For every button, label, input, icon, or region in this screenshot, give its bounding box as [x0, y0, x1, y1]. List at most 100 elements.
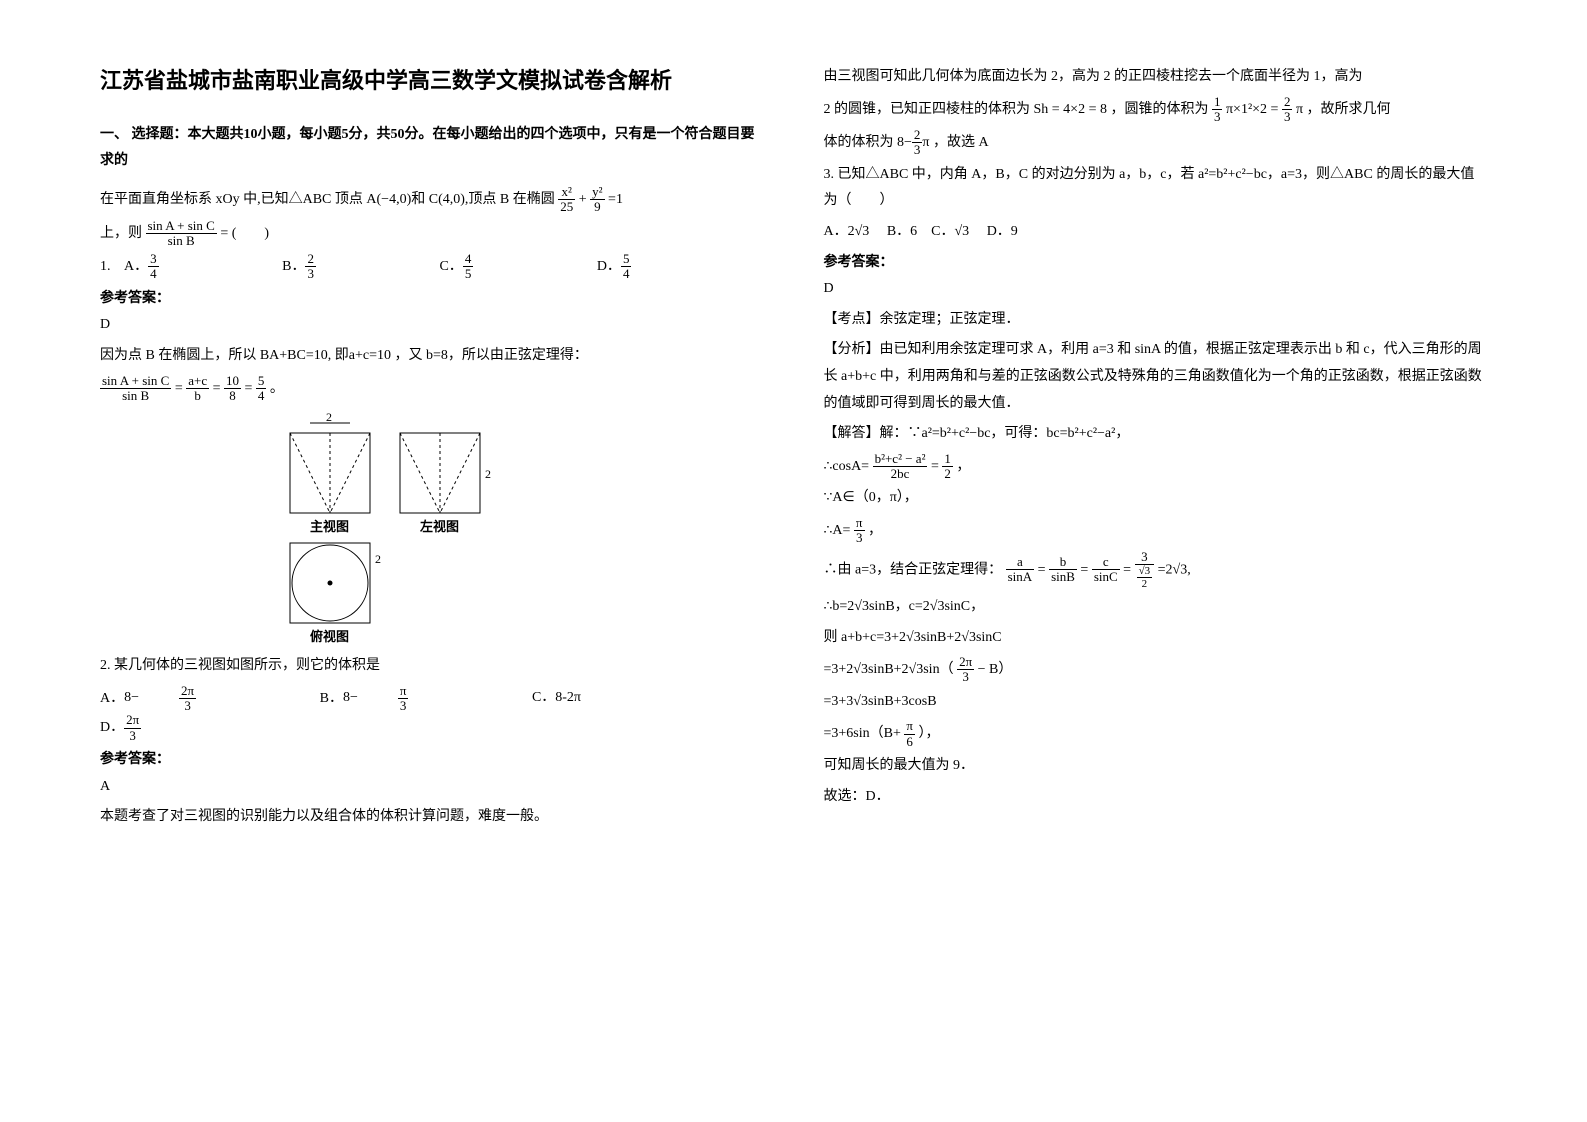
d: 3 [124, 729, 141, 743]
d: sinC [1092, 570, 1120, 584]
q3-line-s3: =3+3√3sinB+3cosB [824, 689, 1488, 716]
frac-den: 9 [590, 200, 604, 214]
q1-opt-c: C．45 [439, 252, 553, 282]
n: √3 [1137, 565, 1153, 578]
q3-Arange: ∵A∈（0，π）， [824, 485, 1488, 512]
n: b [1049, 555, 1077, 570]
n: 2π [957, 655, 974, 670]
frac-den: sin B [146, 234, 217, 248]
t: ， [956, 459, 970, 474]
n: 5 [621, 252, 632, 267]
q2-opt-d: D．2π3 [100, 713, 221, 743]
q3-line-sum: 则 a+b+c=3+2√3sinB+2√3sinC [824, 625, 1488, 652]
three-view-svg: 2 2 主视图 左视图 2 俯视图 [280, 413, 500, 643]
q1-answer-label: 参考答案： [100, 286, 764, 313]
n: 2 [305, 252, 316, 267]
text: 体的体积为 [824, 135, 894, 150]
t: A．2 [824, 224, 855, 239]
n: 10 [224, 374, 241, 389]
t: =3+6sin（B+ [824, 726, 901, 741]
d: 2bc [873, 467, 928, 481]
q1-stem-line2: 上，则 sin A + sin C sin B = ( ) [100, 219, 764, 249]
frac-num: x² [558, 185, 575, 200]
pre: 8− [124, 685, 139, 712]
q3-answer: D [824, 276, 1488, 303]
n: a [1006, 555, 1035, 570]
d: 2 [1137, 578, 1153, 590]
d: 3 [398, 699, 409, 713]
n: 1 [942, 452, 953, 467]
text: π [1296, 102, 1303, 117]
label-top-view: 俯视图 [310, 629, 349, 643]
q2-choices: A．8−2π3 B．8−π3 C．8-2π D．2π3 [100, 684, 764, 743]
d: b [186, 389, 209, 403]
q1-ellipse-frac1: x² 25 [558, 185, 575, 215]
q2-answer: A [100, 774, 764, 801]
q3-line-s2: =3+2√3sinB+2√3sin（ 2π3 − B） [824, 655, 1488, 685]
q1-answer: D [100, 312, 764, 339]
t: =3+2√3sinB+2√3sin（ [824, 662, 954, 677]
q1-ellipse-frac2: y² 9 [590, 185, 604, 215]
d: 4 [148, 267, 159, 281]
t: 3 [1141, 549, 1148, 564]
d: 6 [904, 735, 915, 749]
text: ，故所求几何 [1307, 102, 1391, 117]
text: ，故选 A [933, 135, 989, 150]
q2-answer-label: 参考答案： [100, 747, 764, 774]
eq: = [245, 381, 256, 396]
t: − B） [978, 662, 1013, 677]
eq: = [1123, 562, 1131, 577]
eq: = [175, 381, 186, 396]
plus: + [579, 192, 587, 207]
text: = ( ) [220, 226, 269, 241]
dim-label: 2 [485, 467, 491, 481]
d: 3 [854, 531, 865, 545]
text: 上，则 [100, 226, 142, 241]
pre: 8− [343, 685, 358, 712]
dim-label: 2 [326, 413, 332, 424]
d: 2 [942, 467, 953, 481]
t: C． [931, 224, 954, 239]
q1-opt-a: A．34 [124, 252, 239, 282]
d: 4 [256, 389, 267, 403]
q3-line-max: 可知周长的最大值为 9． [824, 753, 1488, 780]
d: 3 [305, 267, 316, 281]
n: 3 [148, 252, 159, 267]
t: ∴cosA= [824, 459, 870, 474]
d: 4 [621, 267, 632, 281]
q1-opt-d: D．54 [597, 252, 712, 282]
q3-line-bc: ∴b=2√3sinB，c=2√3sinC， [824, 594, 1488, 621]
q3-Aval: ∴A= π3 ， [824, 516, 1488, 546]
label-left-view: 左视图 [420, 519, 459, 534]
q2-expl: 本题考查了对三视图的识别能力以及组合体的体积计算问题，难度一般。 [100, 804, 764, 831]
q1-stem-pre: 在平面直角坐标系 xOy 中,已知△ABC 顶点 A(−4,0)和 C(4,0)… [100, 192, 555, 207]
q1-expl-line2: sin A + sin Csin B = a+cb = 108 = 54 。 [100, 374, 764, 404]
t: √3 [955, 224, 970, 239]
q2-opt-b: B．8−π3 [320, 684, 489, 714]
n: 2 [1282, 95, 1293, 110]
t: ∴由 a=3，结合正弦定理得： [824, 562, 1003, 577]
r-p2: 体的体积为 8−23π ，故选 A [824, 128, 1488, 158]
n: c [1092, 555, 1120, 570]
r-p1b: 2 的圆锥，已知正四棱柱的体积为 Sh = 4×2 = 8 ，圆锥的体积为 13… [824, 95, 1488, 125]
q2-stem: 2. 某几何体的三视图如图所示，则它的体积是 [100, 653, 764, 680]
text: π [922, 135, 929, 150]
n: 4 [463, 252, 474, 267]
d: 5 [463, 267, 474, 281]
q3-kd: 【考点】余弦定理；正弦定理． [824, 307, 1488, 334]
frac-den: 25 [558, 200, 575, 214]
q2-three-view-diagram: 2 2 主视图 左视图 2 俯视图 [280, 413, 764, 643]
n: π [904, 719, 915, 734]
n: 2π [179, 684, 196, 699]
q3-opt-d: D．9 [987, 224, 1018, 239]
frac-num: sin A + sin C [146, 219, 217, 234]
eq: = [213, 381, 224, 396]
q1-stem-line1: 在平面直角坐标系 xOy 中,已知△ABC 顶点 A(−4,0)和 C(4,0)… [100, 185, 764, 215]
eq: = [1080, 562, 1088, 577]
r-p1a: 由三视图可知此几何体为底面边长为 2，高为 2 的正四棱柱挖去一个底面半径为 1… [824, 64, 1488, 91]
q1-main-frac: sin A + sin C sin B [146, 219, 217, 249]
t: ）， [918, 726, 939, 741]
d: sinA [1006, 570, 1035, 584]
q3-opt-a: A．2√3 [824, 224, 870, 239]
d: 3 [1282, 110, 1293, 124]
